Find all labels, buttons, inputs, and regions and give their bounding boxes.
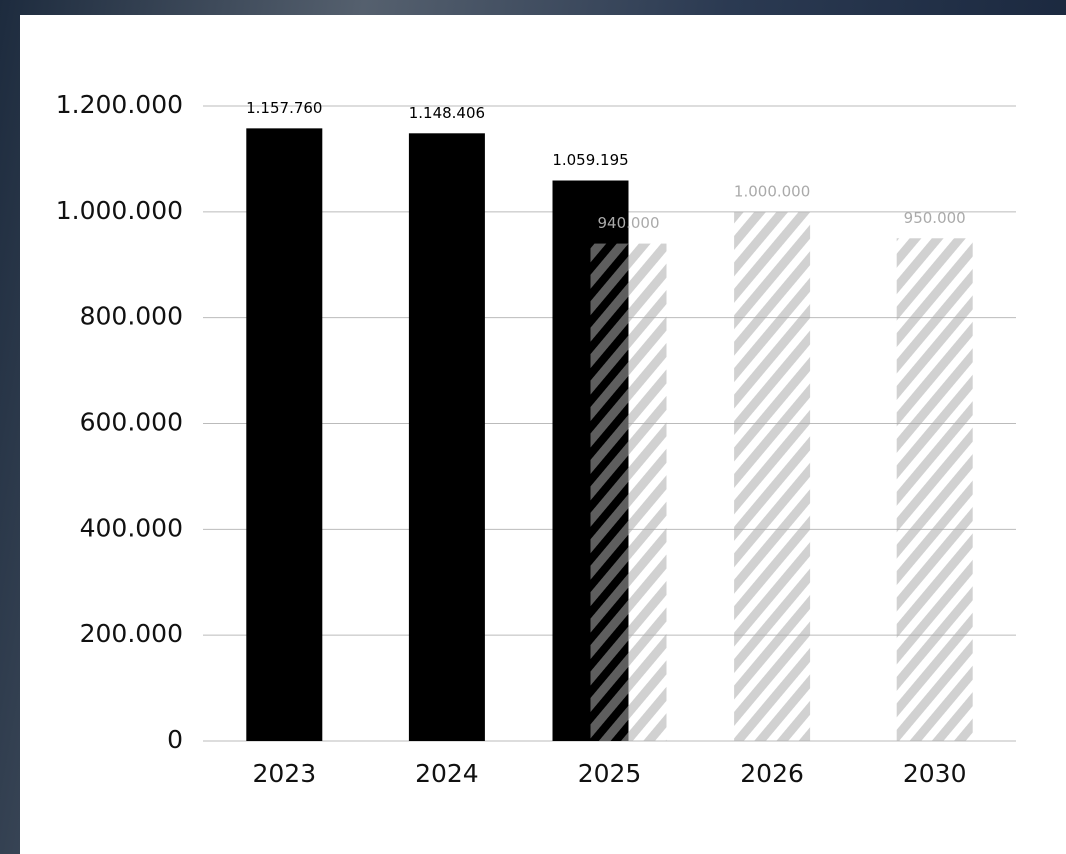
x-tick-label: 2025 (578, 759, 642, 788)
x-tick-label: 2030 (903, 759, 967, 788)
value-label: 1.148.406 (409, 104, 485, 122)
card (20, 15, 1066, 854)
x-tick-label: 2023 (252, 759, 316, 788)
y-tick-label: 800.000 (80, 302, 183, 331)
x-tick-label: 2026 (740, 759, 804, 788)
value-label: 950.000 (904, 209, 966, 227)
value-label: 1.059.195 (552, 151, 628, 169)
value-label: 1.000.000 (734, 182, 810, 200)
y-tick-label: 200.000 (80, 619, 183, 648)
y-tick-label: 600.000 (80, 408, 183, 437)
y-tick-label: 400.000 (80, 513, 183, 542)
bar (246, 128, 323, 742)
bar (590, 243, 667, 742)
y-tick-label: 1.000.000 (56, 196, 183, 225)
bar (896, 238, 973, 741)
value-label: 1.157.760 (246, 99, 322, 117)
y-tick-label: 0 (167, 725, 183, 754)
bar (408, 133, 485, 741)
x-tick-label: 2024 (415, 759, 479, 788)
value-label: 940.000 (597, 214, 659, 232)
y-tick-label: 1.200.000 (56, 90, 183, 119)
bar (734, 211, 811, 742)
